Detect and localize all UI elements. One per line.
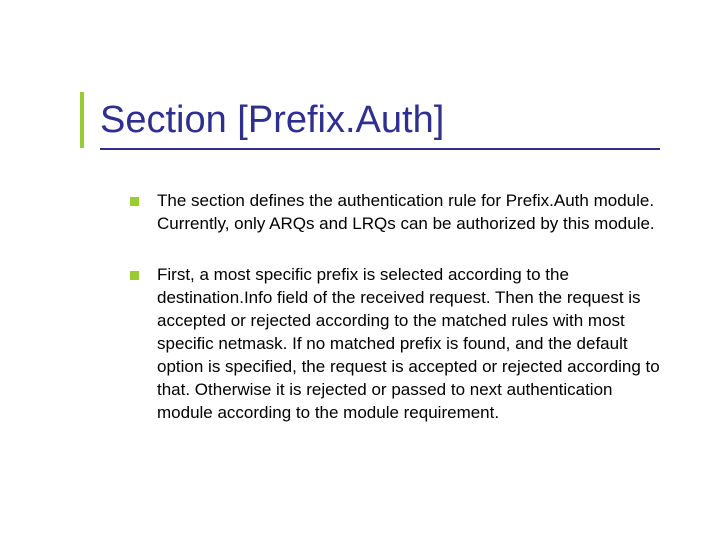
bullet-text: First, a most specific prefix is selecte… — [157, 264, 660, 425]
title-accent-bar — [80, 92, 84, 148]
slide-body: The section defines the authentication r… — [130, 190, 660, 452]
bullet-item: The section defines the authentication r… — [130, 190, 660, 236]
slide-title: Section [Prefix.Auth] — [100, 100, 660, 142]
square-bullet-icon — [130, 197, 139, 206]
square-bullet-icon — [130, 271, 139, 280]
title-block: Section [Prefix.Auth] — [100, 100, 660, 150]
slide: Section [Prefix.Auth] The section define… — [0, 0, 720, 540]
bullet-text: The section defines the authentication r… — [157, 190, 660, 236]
bullet-item: First, a most specific prefix is selecte… — [130, 264, 660, 425]
title-underline — [100, 148, 660, 150]
